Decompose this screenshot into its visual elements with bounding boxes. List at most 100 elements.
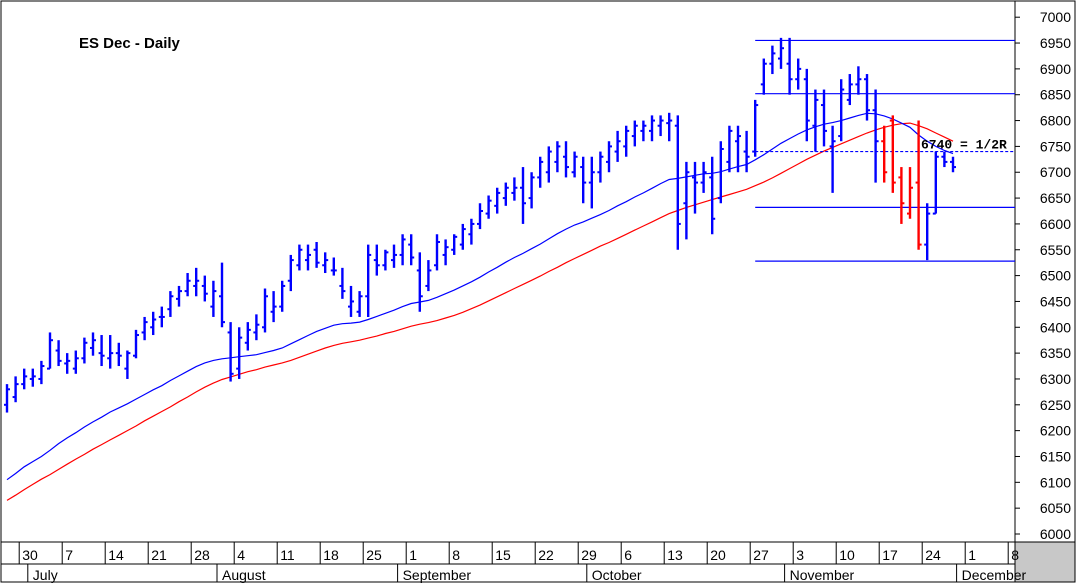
ohlc-bar: [915, 120, 922, 250]
price-tick-label: 6200: [1040, 423, 1071, 439]
ohlc-bar: [803, 68, 810, 142]
ohlc-bar: [864, 74, 870, 121]
date-tick-label: 28: [194, 547, 210, 563]
ohlc-bar: [176, 285, 182, 307]
ohlc-bar: [115, 342, 122, 367]
date-tick-label: 10: [839, 547, 855, 563]
ohlc-bar: [520, 167, 526, 224]
ohlc-bar: [606, 141, 612, 173]
ohlc-bar: [709, 156, 716, 235]
ohlc-bar: [236, 327, 243, 379]
date-tick-label: 3: [796, 547, 804, 563]
ohlc-bar: [90, 332, 96, 356]
date-tick-label: 7: [65, 547, 73, 563]
moving-average-fast: [6, 112, 954, 481]
ohlc-bar: [21, 368, 28, 390]
price-tick-label: 7000: [1040, 9, 1071, 25]
price-tick-label: 6700: [1040, 164, 1071, 180]
ohlc-bar: [339, 267, 346, 299]
ohlc-bar: [382, 249, 389, 271]
ohlc-bar: [898, 167, 905, 224]
ohlc-bar: [924, 203, 931, 261]
price-tick-label: 6650: [1040, 190, 1071, 206]
date-tick-label: 27: [753, 547, 769, 563]
ohlc-bar: [416, 252, 423, 312]
ohlc-bar: [941, 151, 948, 168]
ohlc-bar: [614, 130, 621, 162]
ohlc-bar: [72, 350, 79, 374]
ohlc-bar: [459, 223, 466, 250]
level-annotation: 6740 = 1/2R: [921, 138, 1007, 153]
ohlc-bar: [262, 288, 268, 333]
date-tick-label: 18: [323, 547, 339, 563]
month-tick-label: July: [33, 567, 58, 583]
ohlc-bar: [373, 244, 380, 276]
ohlc-bar: [932, 151, 939, 215]
ohlc-bar: [305, 244, 311, 271]
date-tick-label: 8: [452, 547, 460, 563]
ohlc-bar: [29, 368, 36, 387]
ohlc-bar: [399, 234, 406, 266]
ohlc-bar: [348, 285, 354, 317]
price-tick-label: 6050: [1040, 500, 1071, 516]
ohlc-bar: [365, 244, 372, 317]
price-tick-label: 6100: [1040, 474, 1071, 490]
ohlc-bar: [735, 125, 741, 173]
ohlc-bar: [511, 177, 518, 201]
price-tick-label: 6950: [1040, 35, 1071, 51]
date-tick-label: 21: [151, 547, 167, 563]
date-tick-label: 24: [925, 547, 941, 563]
date-tick-label: 4: [237, 547, 245, 563]
ohlc-bar: [141, 316, 148, 341]
ohlc-bar: [434, 234, 440, 271]
ohlc-bar: [889, 115, 896, 193]
date-axis: 30 7 14 21 28 4 11 18 25 1 8 15 22 29 6 13 20 27 3 10 17 24 1 8…: [18, 542, 1027, 583]
date-tick-label: 8: [1011, 547, 1019, 563]
ohlc-bar: [554, 141, 561, 173]
ohlc-bar: [640, 120, 647, 142]
price-tick-label: 6000: [1040, 526, 1071, 542]
date-tick-label: 1: [968, 547, 976, 563]
price-tick-label: 6450: [1040, 293, 1071, 309]
ohlc-bar: [692, 161, 698, 214]
date-tick-label: 13: [667, 547, 683, 563]
ohlc-bar: [150, 311, 157, 336]
date-tick-label: 11: [280, 547, 295, 563]
month-tick-label: December: [962, 567, 1027, 583]
date-tick-label: 25: [366, 547, 382, 563]
ohlc-bar: [502, 182, 509, 206]
date-tick-label: 20: [710, 547, 726, 563]
price-tick-label: 6550: [1040, 242, 1071, 258]
date-tick-label: 17: [882, 547, 898, 563]
ohlc-bar: [812, 89, 819, 152]
ohlc-bar: [55, 340, 62, 367]
ohlc-bar: [907, 167, 913, 219]
ohlc-bar: [408, 234, 415, 266]
moving-average-slow: [6, 122, 954, 501]
price-tick-label: 6400: [1040, 319, 1071, 335]
date-tick-label: 6: [624, 547, 632, 563]
moving-averages: [6, 112, 954, 501]
ohlc-bar: [201, 275, 208, 302]
date-tick-label: 30: [22, 547, 38, 563]
price-bars: [4, 37, 956, 413]
ohlc-bar: [778, 37, 784, 69]
price-tick-label: 6900: [1040, 61, 1071, 77]
ohlc-bar: [184, 273, 191, 297]
horizontal-levels: [755, 39, 1015, 262]
ohlc-bar: [872, 89, 879, 183]
ohlc-bar: [391, 244, 397, 268]
ohlc-bar: [657, 115, 664, 137]
date-tick-label: 14: [108, 547, 124, 563]
date-tick-label: 1: [409, 547, 417, 563]
ohlc-bar: [124, 350, 131, 379]
ohlc-bar: [838, 79, 845, 142]
ohlc-bar: [528, 172, 535, 209]
ohlc-bar: [881, 125, 888, 183]
ohlc-bar: [743, 130, 750, 173]
ohlc-bar: [81, 337, 88, 364]
ohlc-bar: [193, 267, 200, 297]
ohlc-bar: [477, 203, 483, 230]
ohlc-bar: [631, 120, 638, 147]
